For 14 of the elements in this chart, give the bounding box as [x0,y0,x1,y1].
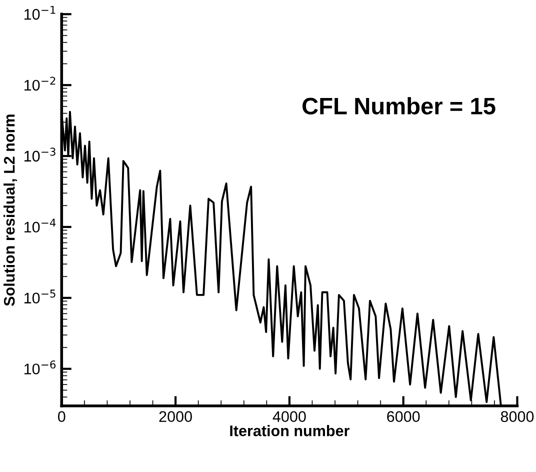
annotation: CFL Number = 15 [302,97,496,115]
x-tick-label: 4000 [272,411,306,422]
y-tick-label: 10$^{−4}$ [24,218,56,233]
y-tick-label: 10$^{−6}$ [24,360,56,374]
x-axis-title: Iteration number [230,425,350,436]
y-axis-title: Solution residual, L2 norm [4,114,17,306]
y-tick-label: 10$^{−1}$ [24,6,56,20]
y-tick-label: 10$^{−2}$ [24,76,56,91]
x-tick-label: 8000 [500,411,534,422]
x-tick-label: 2000 [159,411,192,422]
x-tick-label: 0 [58,411,66,422]
y-tick-label: 10$^{−5}$ [24,290,56,304]
y-tick-label: 10$^{−3}$ [24,148,56,162]
x-tick-label: 6000 [387,411,420,422]
